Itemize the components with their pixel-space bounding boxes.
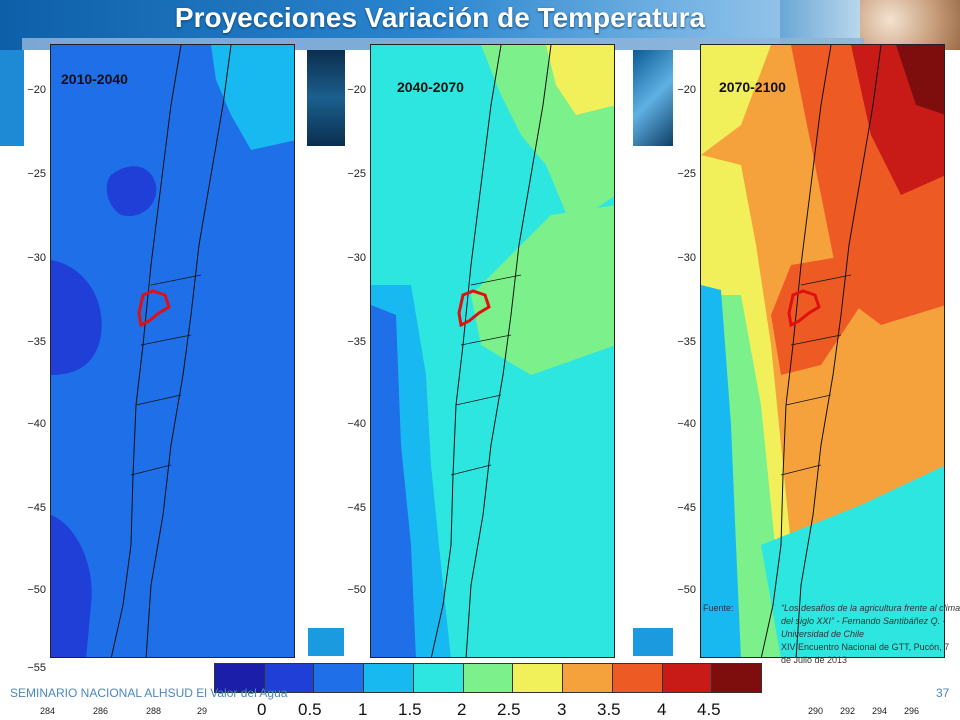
colorbar-segment bbox=[215, 664, 265, 692]
y-tick-label: −20 bbox=[677, 84, 696, 96]
colorbar-label: 0 bbox=[257, 700, 267, 719]
y-tick-label: −30 bbox=[347, 252, 366, 264]
x-tick-label: 284 bbox=[40, 706, 56, 716]
y-tick-label: −50 bbox=[27, 584, 46, 596]
x-tick-label: 288 bbox=[146, 706, 162, 716]
colorbar-label: 3 bbox=[557, 700, 567, 719]
y-tick-label: −25 bbox=[347, 168, 366, 180]
decorative-panel-left bbox=[0, 50, 24, 146]
x-tick-label: 292 bbox=[840, 706, 856, 716]
colorbar-label: 4.5 bbox=[697, 700, 721, 719]
y-tick-label: −30 bbox=[677, 252, 696, 264]
colorbar-segment bbox=[563, 664, 613, 692]
y-tick-label: −45 bbox=[27, 502, 46, 514]
y-tick-label: −45 bbox=[347, 502, 366, 514]
map-panel-2010-2040: 2010-2040 bbox=[50, 44, 295, 658]
y-tick-label: −25 bbox=[677, 168, 696, 180]
temperature-map bbox=[51, 45, 294, 657]
colorbar-segment bbox=[314, 664, 365, 692]
decorative-square bbox=[308, 628, 344, 656]
x-tick-label: 296 bbox=[904, 706, 920, 716]
y-tick-label: −20 bbox=[347, 84, 366, 96]
page-title: Proyecciones Variación de Temperatura bbox=[174, 2, 706, 33]
map-panel-2040-2070: 2040-2070 bbox=[370, 44, 615, 658]
y-tick-label: −35 bbox=[27, 336, 46, 348]
map-panel-2070-2100: 2070-2100 bbox=[700, 44, 945, 658]
colorbar-segment bbox=[264, 664, 315, 692]
colorbar-segment bbox=[612, 664, 663, 692]
colorbar-label: 1 bbox=[358, 700, 368, 719]
colorbar-label: 3.5 bbox=[597, 700, 621, 719]
x-tick-label: 290 bbox=[808, 706, 824, 716]
colorbar-segment bbox=[513, 664, 564, 692]
temperature-map bbox=[371, 45, 614, 657]
y-tick-label: −35 bbox=[347, 336, 366, 348]
colorbar-segment bbox=[463, 664, 514, 692]
colorbar-segment bbox=[662, 664, 713, 692]
y-tick-label: −35 bbox=[677, 336, 696, 348]
decorative-wave-image bbox=[633, 50, 673, 146]
y-tick-label: −45 bbox=[677, 502, 696, 514]
panel-period-label: 2070-2100 bbox=[719, 79, 786, 95]
colorbar-segment bbox=[712, 664, 762, 692]
source-event: XIV Encuentro Nacional de GTT, Pucón, 7 … bbox=[781, 642, 950, 665]
source-label: Fuente: bbox=[703, 603, 734, 613]
panel-period-label: 2010-2040 bbox=[61, 71, 128, 87]
temperature-map bbox=[701, 45, 944, 657]
y-tick-label: −55 bbox=[27, 662, 46, 674]
y-tick-label: −25 bbox=[27, 168, 46, 180]
colorbar-label: 4 bbox=[657, 700, 667, 719]
droplets-photo bbox=[860, 0, 960, 50]
panel-period-label: 2040-2070 bbox=[397, 79, 464, 95]
x-tick-label: 286 bbox=[93, 706, 109, 716]
footer-text: SEMINARIO NACIONAL ALHSUD El Valor del A… bbox=[10, 686, 288, 700]
decorative-square bbox=[633, 628, 673, 656]
y-tick-label: −50 bbox=[677, 584, 696, 596]
colorbar-label: 2.5 bbox=[497, 700, 521, 719]
y-tick-label: −50 bbox=[347, 584, 366, 596]
y-tick-label: −40 bbox=[677, 418, 696, 430]
x-tick-label: 294 bbox=[872, 706, 888, 716]
y-tick-label: −40 bbox=[27, 418, 46, 430]
colorbar-label: 0.5 bbox=[298, 700, 322, 719]
x-tick-label: 29 bbox=[197, 706, 208, 716]
y-tick-label: −30 bbox=[27, 252, 46, 264]
colorbar-segment bbox=[364, 664, 414, 692]
source-reference: “Los desafíos de la agricultura frente a… bbox=[781, 603, 960, 639]
y-tick-label: −20 bbox=[27, 84, 46, 96]
colorbar-label: 2 bbox=[457, 700, 467, 719]
colorbar bbox=[214, 663, 762, 693]
decorative-drops-image bbox=[307, 50, 345, 146]
colorbar-segment bbox=[413, 664, 464, 692]
page-number: 37 bbox=[936, 686, 950, 700]
y-tick-label: −40 bbox=[347, 418, 366, 430]
colorbar-label: 1.5 bbox=[398, 700, 422, 719]
